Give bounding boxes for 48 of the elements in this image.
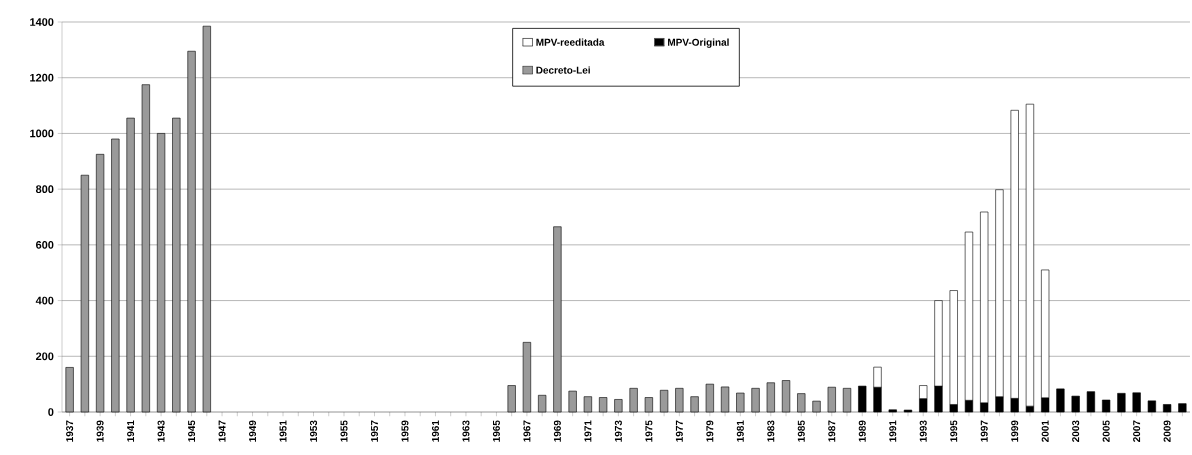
x-tick-label: 2001 <box>1041 420 1049 442</box>
y-tick-label: 1200 <box>30 73 54 82</box>
x-tick-label: 1979 <box>706 420 714 442</box>
x-tick-label: 1991 <box>889 420 897 442</box>
x-tick-label: 2003 <box>1072 420 1080 442</box>
x-tick-label: 1987 <box>828 420 836 442</box>
x-tick-label: 1951 <box>279 420 287 442</box>
x-tick-label: 1959 <box>401 420 409 442</box>
x-tick-label: 1955 <box>340 420 348 442</box>
x-tick-label: 1973 <box>614 420 622 442</box>
x-tick-label: 1985 <box>797 420 805 442</box>
x-tick-label: 1983 <box>767 420 775 442</box>
y-tick-label: 800 <box>35 185 54 194</box>
x-tick-label: 2005 <box>1102 420 1110 442</box>
x-tick-label: 1965 <box>492 420 500 442</box>
x-tick-label: 1997 <box>980 420 988 442</box>
x-tick-label: 1989 <box>858 420 866 442</box>
x-tick-label: 1941 <box>127 420 135 442</box>
x-tick-label: 1939 <box>96 420 104 442</box>
x-tick-label: 1981 <box>736 420 744 442</box>
x-tick-label: 1957 <box>370 420 379 442</box>
x-tick-label: 1943 <box>157 420 165 442</box>
x-tick-label: 1971 <box>584 420 592 442</box>
y-tick-label: 200 <box>35 352 54 361</box>
legend-label: MPV-Original <box>668 38 729 48</box>
x-tick-label: 1949 <box>249 420 257 442</box>
x-tick-label: 1947 <box>218 420 226 442</box>
x-tick-label: 1945 <box>188 420 196 442</box>
x-tick-label: 1995 <box>950 420 958 442</box>
x-tick-label: 1967 <box>523 420 531 442</box>
x-tick-label: 1993 <box>919 420 927 442</box>
x-tick-label: 1999 <box>1011 420 1019 442</box>
y-tick-label: 400 <box>35 296 54 305</box>
x-tick-label: 1975 <box>645 420 653 442</box>
y-tick-label: 1400 <box>30 18 54 26</box>
x-tick-label: 1961 <box>431 420 439 442</box>
x-tick-label: 2007 <box>1133 420 1141 442</box>
legend-label: MPV-reeditada <box>536 38 605 46</box>
y-tick-label: 600 <box>36 240 54 249</box>
x-tick-label: 2009 <box>1163 420 1171 442</box>
legend-label: Decreto-Lei <box>536 66 590 74</box>
x-tick-label: 1977 <box>675 420 683 442</box>
x-tick-label: 1937 <box>66 420 74 442</box>
y-tick-label: 0 <box>48 408 54 416</box>
x-tick-label: 1969 <box>553 420 561 442</box>
y-tick-label: 1000 <box>30 129 54 138</box>
x-tick-label: 1963 <box>462 420 470 442</box>
x-tick-label: 1953 <box>309 420 318 442</box>
